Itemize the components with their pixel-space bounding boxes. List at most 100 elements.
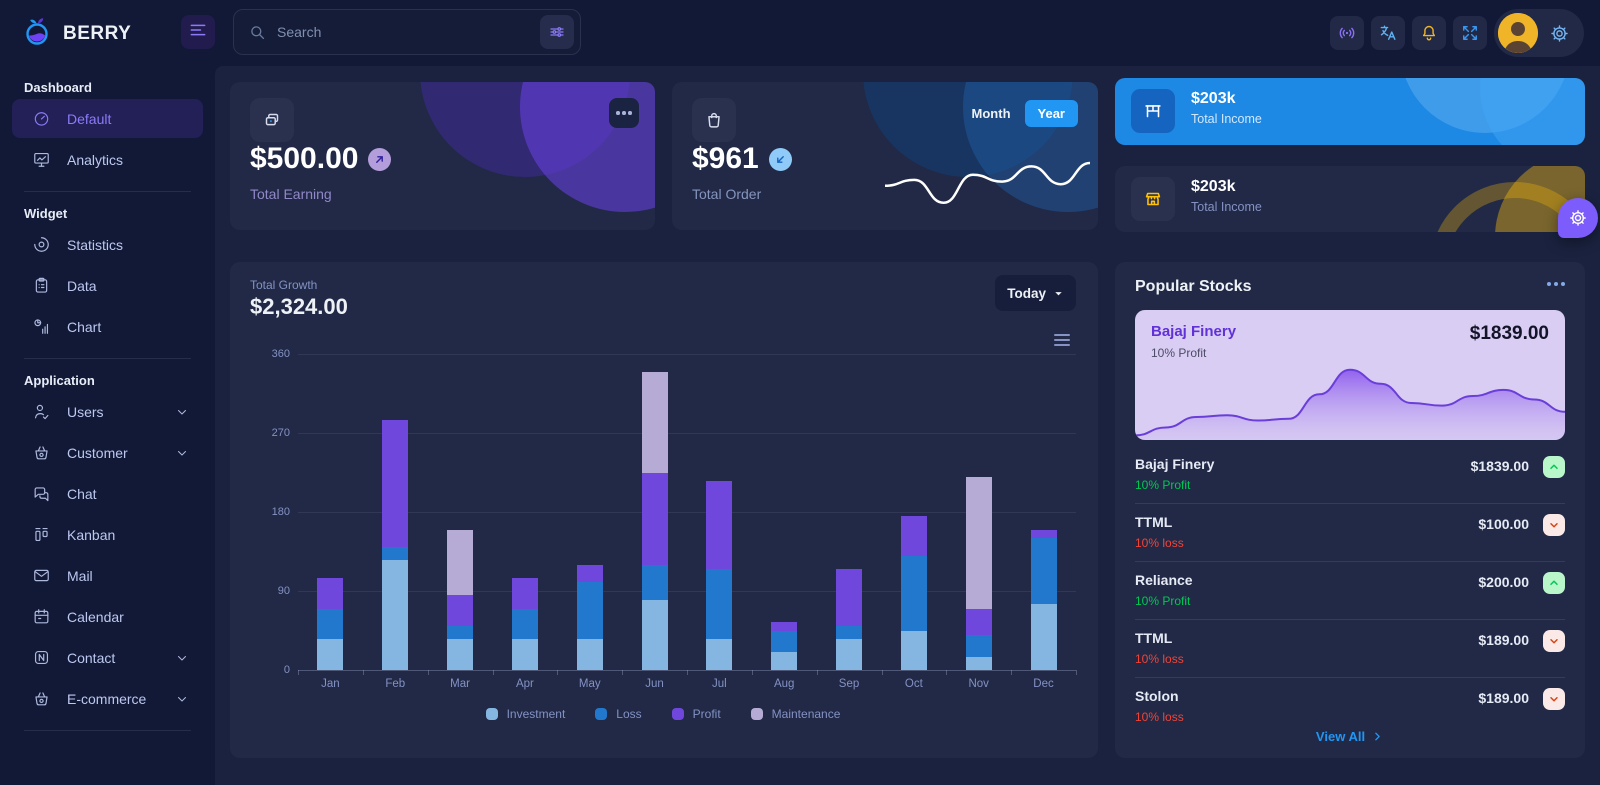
chart-menu-icon[interactable] [1054, 334, 1070, 346]
gridline [298, 354, 1076, 355]
kanban-icon [31, 525, 51, 545]
sidebar-item-calendar[interactable]: Calendar [12, 597, 203, 636]
legend-label: Profit [692, 707, 721, 721]
bar-segment-loss [382, 547, 409, 561]
bar-segment-profit [511, 577, 538, 609]
sidebar-item-users[interactable]: Users [12, 392, 203, 431]
stock-price: $189.00 [1478, 690, 1529, 706]
bar-column-feb[interactable] [363, 354, 428, 670]
sidebar-item-statistics[interactable]: Statistics [12, 225, 203, 264]
order-icon-button[interactable] [692, 98, 736, 142]
legend-label: Investment [506, 707, 566, 721]
bar-column-jul[interactable] [687, 354, 752, 670]
chevron-down-icon [175, 692, 189, 706]
sidebar-item-mail[interactable]: Mail [12, 556, 203, 595]
range-dropdown[interactable]: Today [995, 275, 1076, 311]
bar-column-jan[interactable] [298, 354, 363, 670]
chevron-right-icon [1375, 732, 1380, 741]
legend-item-profit[interactable]: Profit [671, 707, 721, 721]
search-input[interactable] [277, 24, 540, 40]
x-axis-tick-mark [557, 670, 559, 675]
sidebar-item-label: Statistics [67, 236, 124, 253]
x-axis-label: Jan [321, 678, 340, 690]
stocks-more-button[interactable] [1543, 278, 1569, 290]
search-icon [251, 25, 265, 39]
contact-icon [31, 648, 51, 668]
stock-row-reliance[interactable]: Reliance 10% Profit $200.00 [1135, 561, 1565, 619]
income-table-icon [1131, 89, 1175, 133]
data-icon [31, 276, 51, 296]
y-axis-tick: 180 [271, 506, 290, 518]
earning-icon-button[interactable] [250, 98, 294, 142]
bar-segment-investment [317, 639, 344, 670]
trend-up-badge [368, 147, 392, 171]
maximize-icon [1463, 26, 1477, 40]
sidebar-item-kanban[interactable]: Kanban [12, 515, 203, 554]
dashboard-icon [31, 109, 51, 129]
user-avatar [1498, 13, 1538, 53]
bar-column-dec[interactable] [1011, 354, 1076, 670]
sidebar-item-analytics[interactable]: Analytics [12, 140, 203, 179]
stock-row-stolon[interactable]: Stolon 10% loss $189.00 [1135, 677, 1565, 735]
sidebar-toggle-button[interactable] [181, 15, 215, 49]
legend-item-maintenance[interactable]: Maintenance [750, 707, 840, 721]
x-axis-tick-mark [1076, 670, 1077, 675]
bar-column-jun[interactable] [622, 354, 687, 670]
bar-column-mar[interactable] [428, 354, 493, 670]
bar-segment-loss [706, 569, 733, 640]
customize-fab-button[interactable] [1558, 198, 1598, 238]
stock-row-bajaj-finery[interactable]: Bajaj Finery 10% Profit $1839.00 [1135, 446, 1565, 503]
sidebar-item-e-commerce[interactable]: E-commerce [12, 679, 203, 718]
bar-column-oct[interactable] [881, 354, 946, 670]
bar-segment-profit [771, 621, 798, 631]
bar-column-may[interactable] [557, 354, 622, 670]
trend-down-chip [1543, 630, 1565, 652]
sidebar-item-default[interactable]: Default [12, 99, 203, 138]
chevron-down-icon [175, 446, 189, 460]
broadcast-button[interactable] [1330, 16, 1364, 50]
x-axis-tick-mark [751, 670, 753, 675]
sidebar-item-data[interactable]: Data [12, 266, 203, 305]
sidebar-item-label: Users [67, 403, 104, 420]
bar-segment-maintenance [641, 371, 668, 473]
search-filter-button[interactable] [540, 15, 574, 49]
income-dark-label: Total Income [1191, 200, 1262, 214]
total-order-value: $961 [692, 142, 759, 175]
month-toggle-button[interactable]: Month [971, 106, 1011, 121]
bar-segment-loss [771, 630, 798, 653]
view-all-link[interactable]: View All [1115, 729, 1585, 744]
bar-column-aug[interactable] [752, 354, 817, 670]
hamburger-icon [188, 20, 208, 45]
sidebar-item-contact[interactable]: Contact [12, 638, 203, 677]
stock-row-ttml[interactable]: TTML 10% loss $100.00 [1135, 503, 1565, 561]
legend-item-loss[interactable]: Loss [595, 707, 642, 721]
sidebar-item-chat[interactable]: Chat [12, 474, 203, 513]
sidebar-item-chart[interactable]: Chart [12, 307, 203, 346]
fullscreen-button[interactable] [1453, 16, 1487, 50]
brand-logo[interactable]: BERRY [22, 15, 131, 52]
sidebar-item-label: Data [67, 277, 97, 294]
bar-column-apr[interactable] [492, 354, 557, 670]
bar-column-nov[interactable] [946, 354, 1011, 670]
legend-item-investment[interactable]: Investment [485, 707, 566, 721]
chart-icon [31, 317, 51, 337]
stock-name: TTML [1135, 630, 1173, 646]
gear-icon [1570, 210, 1586, 226]
search-bar [233, 9, 581, 55]
legend-swatch [750, 708, 763, 720]
bar-column-sep[interactable] [817, 354, 882, 670]
notifications-button[interactable] [1412, 16, 1446, 50]
year-toggle-button[interactable]: Year [1024, 100, 1078, 127]
bar-segment-investment [1030, 604, 1057, 670]
mail-icon [31, 566, 51, 586]
main-content: $500.00 Total Earning Month Year $961 [215, 66, 1600, 785]
earning-more-button[interactable] [609, 98, 639, 128]
basket-icon [31, 689, 51, 709]
sidebar-item-customer[interactable]: Customer [12, 433, 203, 472]
profile-menu-button[interactable] [1494, 9, 1584, 57]
language-button[interactable] [1371, 16, 1405, 50]
stock-row-ttml[interactable]: TTML 10% loss $189.00 [1135, 619, 1565, 677]
y-axis-tick: 270 [271, 427, 290, 439]
stock-list: Bajaj Finery 10% Profit $1839.00 TTML 10% lo… [1135, 446, 1565, 735]
